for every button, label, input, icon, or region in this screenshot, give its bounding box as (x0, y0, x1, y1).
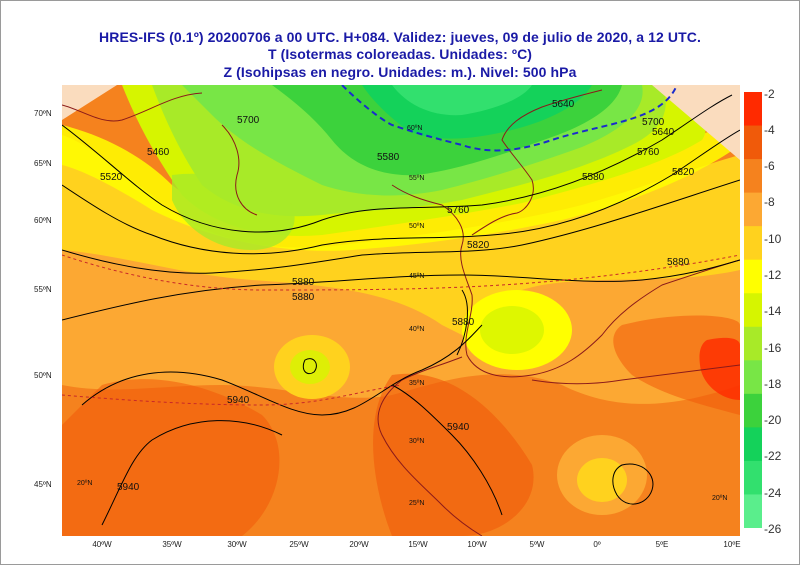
iberia-cold-core (480, 306, 544, 354)
temperature-map: 5700 5460 5520 5580 5640 5700 5760 5820 … (62, 85, 740, 536)
contour-labels: 5700 5460 5520 5580 5640 5700 5760 5820 … (100, 99, 695, 493)
lat-label-70n: 70ºN (34, 109, 52, 118)
lon-label-25w: 25ºW (289, 540, 309, 549)
contour-label: 5880 (667, 257, 690, 268)
legend-label: -10 (764, 232, 782, 246)
contour-label: 5820 (467, 240, 490, 251)
contour-label: 5940 (117, 482, 140, 493)
inner-lat-label: 40ºN (409, 326, 424, 333)
lon-label-5e: 5ºE (655, 540, 669, 549)
title-line-1: HRES-IFS (0.1º) 20200706 a 00 UTC. H+084… (99, 29, 701, 45)
lon-label-10w: 10ºW (467, 540, 487, 549)
lon-label-30w: 30ºW (227, 540, 247, 549)
lon-label-35w: 35ºW (162, 540, 182, 549)
contour-label: 5760 (637, 147, 660, 158)
legend-label: -4 (764, 123, 775, 137)
inner-lat-label: 20ºN (77, 480, 92, 487)
contour-label: 5580 (582, 172, 605, 183)
legend-swatch (744, 427, 762, 462)
legend-label: -8 (764, 195, 775, 209)
lat-label-50n: 50ºN (34, 371, 52, 380)
inner-lat-label: 55ºN (409, 175, 424, 182)
legend-swatches (744, 92, 762, 528)
legend-swatch (744, 360, 762, 395)
patch-red (699, 337, 740, 400)
title-line-3: Z (Isohipsas en negro. Unidades: m.). Ni… (223, 64, 577, 80)
inner-lat-labels: 60ºN 55ºN 50ºN 45ºN 40ºN 35ºN 30ºN 25ºN … (77, 125, 727, 507)
atlantic-cold-core (290, 350, 330, 384)
contour-label: 5880 (452, 317, 475, 328)
legend-swatch (744, 494, 762, 528)
lon-label-15w: 15ºW (408, 540, 428, 549)
legend-swatch (744, 226, 762, 261)
coastlines (62, 89, 740, 536)
legend-label: -22 (764, 449, 782, 463)
legend-label: -12 (764, 268, 782, 282)
contour-label: 5880 (292, 277, 315, 288)
lon-label-10e: 10ºE (723, 540, 741, 549)
inner-lat-label: 60ºN (407, 125, 422, 132)
contour-label: 5880 (292, 292, 315, 303)
inner-lat-label: 25ºN (409, 500, 424, 507)
contour-label: 5700 (642, 117, 665, 128)
contour-label: 5640 (652, 127, 675, 138)
isohypses (62, 94, 740, 526)
lat-label-45n: 45ºN (34, 480, 52, 489)
outside-corner-left (62, 85, 117, 120)
contour-label: 5640 (552, 99, 575, 110)
legend-swatch (744, 460, 762, 495)
legend-label: -24 (764, 486, 782, 500)
red-dashed-isotherms (62, 254, 740, 406)
legend-label: -14 (764, 304, 782, 318)
lon-label-40w: 40ºW (92, 540, 112, 549)
contour-label: 5520 (100, 172, 123, 183)
outside-corner-right (652, 85, 740, 160)
contour-label: 5460 (147, 147, 170, 158)
contour-label: 5820 (672, 167, 695, 178)
legend-swatch (744, 125, 762, 160)
contour-label: 5940 (227, 395, 250, 406)
legend-label: -16 (764, 341, 782, 355)
legend-swatch (744, 293, 762, 328)
africa-yellow-core (577, 458, 627, 502)
inner-lat-label: 45ºN (409, 273, 424, 280)
temperature-legend (744, 92, 762, 528)
band-yellow (62, 135, 740, 335)
legend-swatch (744, 393, 762, 428)
lon-label-5w: 5ºW (529, 540, 545, 549)
legend-swatch (744, 259, 762, 294)
inner-lat-label: 30ºN (409, 438, 424, 445)
inner-lat-label: 35ºN (409, 380, 424, 387)
lon-label-0: 0º (593, 540, 601, 549)
lon-label-20w: 20ºW (349, 540, 369, 549)
inner-lat-label: 50ºN (409, 223, 424, 230)
contour-label: 5700 (237, 115, 260, 126)
inner-lat-label: 20ºN (712, 495, 727, 502)
legend-label: -2 (764, 87, 775, 101)
title-line-2: T (Isotermas coloreadas. Unidades: ºC) (267, 46, 533, 62)
patch-deep-orange-2 (373, 373, 534, 536)
lat-label-60n: 60ºN (34, 216, 52, 225)
legend-swatch (744, 192, 762, 227)
legend-swatch (744, 326, 762, 361)
west-green-bulge (172, 173, 295, 250)
blue-dashed-isotherm (341, 85, 678, 152)
legend-label: -26 (764, 522, 782, 536)
patch-deep-orange-1 (62, 379, 280, 536)
contour-label: 5760 (447, 205, 470, 216)
lat-label-55n: 55ºN (34, 285, 52, 294)
contour-label: 5940 (447, 422, 470, 433)
legend-swatch (744, 159, 762, 194)
legend-label: -18 (764, 377, 782, 391)
contour-label: 5580 (377, 152, 400, 163)
lat-label-65n: 65ºN (34, 159, 52, 168)
legend-swatch (744, 92, 762, 127)
legend-label: -20 (764, 413, 782, 427)
band-green-5 (392, 85, 532, 116)
legend-label: -6 (764, 159, 775, 173)
